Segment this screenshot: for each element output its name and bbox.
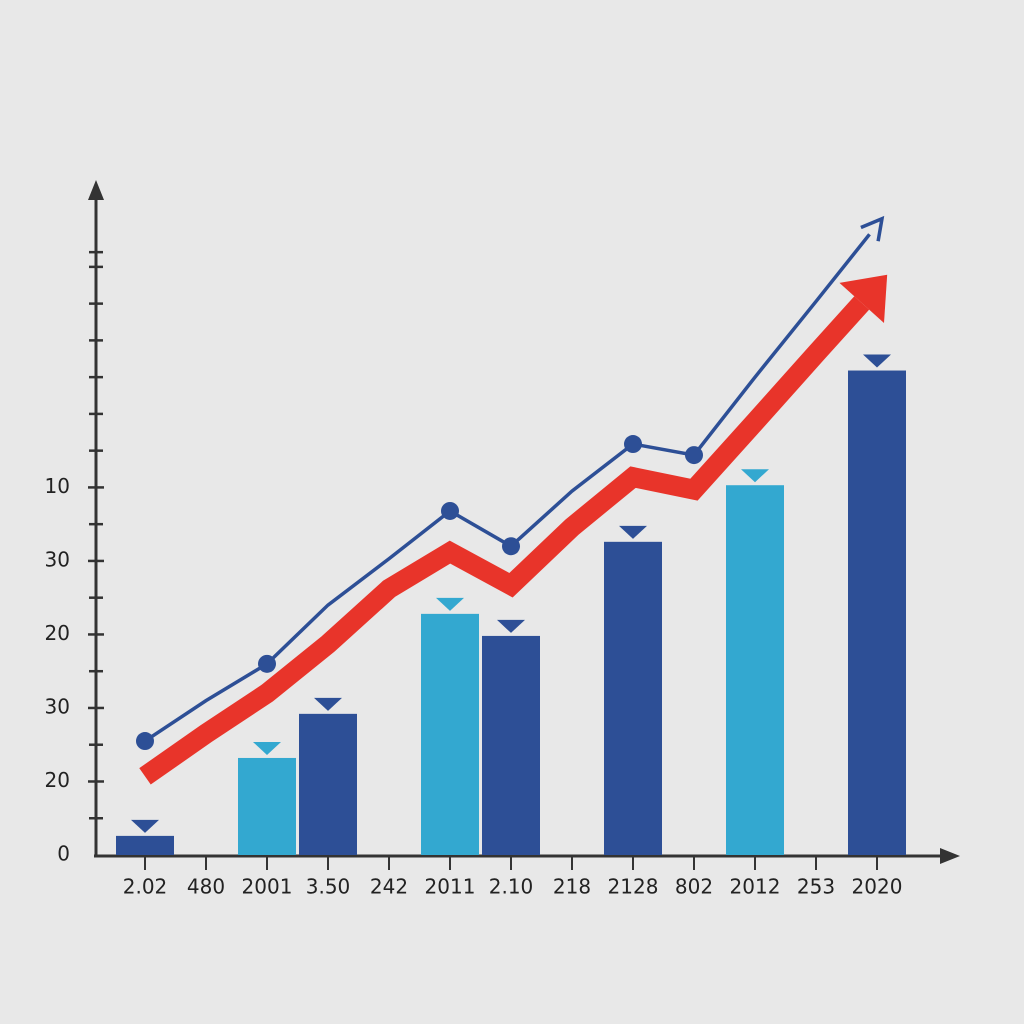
- x-tick-label: 253: [797, 875, 835, 899]
- x-axis-arrow: [940, 848, 960, 864]
- line-point: [258, 654, 276, 673]
- x-tick-label: 2001: [242, 875, 293, 899]
- y-tick-label: 30: [45, 547, 70, 571]
- y-tick-label: 30: [45, 694, 70, 718]
- line: [139, 296, 870, 785]
- x-tick-label: 2.02: [123, 875, 168, 899]
- x-tick-label: 2011: [425, 875, 476, 899]
- x-tick-label: 218: [553, 875, 591, 899]
- y-tick-label: 20: [45, 768, 70, 792]
- bar-marker: [863, 354, 891, 368]
- line-point: [441, 501, 459, 520]
- x-tick-label: 2128: [608, 875, 659, 899]
- line-arrow: [839, 274, 888, 324]
- bar-marker: [497, 619, 525, 633]
- bar-marker: [131, 819, 159, 833]
- x-tick-label: 480: [187, 875, 225, 899]
- bar: [116, 835, 174, 855]
- x-tick-label: 2020: [852, 875, 903, 899]
- bar-marker: [314, 697, 342, 711]
- line-point: [502, 537, 520, 556]
- y-tick-label: 0: [57, 842, 70, 866]
- line-point: [624, 435, 642, 454]
- x-tick-label: 242: [370, 875, 408, 899]
- bar: [421, 613, 479, 855]
- bar-marker: [436, 597, 464, 611]
- x-tick-label: 2.10: [489, 875, 534, 899]
- y-axis-arrow: [88, 180, 104, 200]
- bar: [482, 635, 540, 855]
- x-tick-label: 2012: [730, 875, 781, 899]
- bar-marker: [619, 525, 647, 539]
- bar: [726, 485, 784, 855]
- bar: [299, 713, 357, 855]
- line-arrow: [860, 215, 885, 242]
- bar: [604, 541, 662, 855]
- bar-marker: [741, 469, 769, 483]
- line-point: [136, 732, 154, 751]
- y-tick-label: 10: [45, 474, 70, 498]
- x-tick-label: 802: [675, 875, 713, 899]
- bar: [848, 370, 906, 855]
- y-tick-label: 20: [45, 621, 70, 645]
- line-point: [685, 446, 703, 465]
- bar: [238, 757, 296, 855]
- bar-marker: [253, 741, 281, 755]
- x-tick-label: 3.50: [306, 875, 351, 899]
